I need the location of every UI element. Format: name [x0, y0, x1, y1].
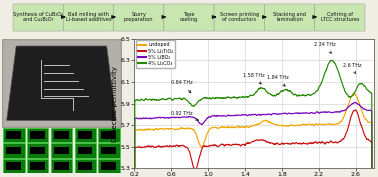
FancyBboxPatch shape [164, 4, 214, 31]
Text: 0.92 THz: 0.92 THz [171, 111, 198, 120]
Text: 0.84 THz: 0.84 THz [171, 80, 193, 93]
FancyBboxPatch shape [74, 159, 96, 173]
FancyBboxPatch shape [6, 131, 21, 139]
FancyBboxPatch shape [74, 128, 96, 142]
FancyBboxPatch shape [54, 131, 68, 139]
FancyBboxPatch shape [265, 4, 314, 31]
FancyBboxPatch shape [101, 147, 116, 154]
undoped [313, 123, 317, 125]
4% Li₂CO₃ [313, 92, 317, 94]
FancyBboxPatch shape [101, 131, 116, 139]
FancyBboxPatch shape [98, 128, 120, 142]
FancyBboxPatch shape [98, 159, 120, 173]
Text: 1.58 THz: 1.58 THz [243, 73, 265, 84]
undoped [147, 128, 151, 130]
FancyBboxPatch shape [77, 131, 92, 139]
FancyBboxPatch shape [6, 162, 21, 170]
Text: Slurry
preparation: Slurry preparation [124, 12, 153, 22]
Text: 1.84 THz: 1.84 THz [267, 75, 289, 86]
FancyBboxPatch shape [101, 162, 116, 170]
FancyBboxPatch shape [27, 159, 48, 173]
5% Li₂TiO₄ [337, 140, 342, 142]
FancyBboxPatch shape [63, 4, 113, 31]
FancyBboxPatch shape [30, 162, 45, 170]
4% Li₂CO₃ [329, 59, 334, 61]
undoped [337, 121, 342, 124]
FancyBboxPatch shape [3, 128, 25, 142]
5% Li₂TiO₄ [276, 144, 281, 146]
Text: 2.6 THz: 2.6 THz [343, 63, 361, 74]
5% Li₂TiO₄ [353, 109, 358, 111]
FancyBboxPatch shape [51, 159, 72, 173]
FancyBboxPatch shape [54, 147, 68, 154]
5% Li₂TiO₄ [147, 146, 151, 148]
FancyBboxPatch shape [30, 131, 45, 139]
FancyBboxPatch shape [51, 143, 72, 158]
undoped [284, 125, 288, 127]
FancyBboxPatch shape [113, 4, 164, 31]
Y-axis label: Dielectric permittivity: Dielectric permittivity [112, 65, 118, 142]
5% LiBO₂ [284, 112, 288, 114]
Text: Ball milling with
Li-based additives: Ball milling with Li-based additives [66, 12, 111, 22]
FancyBboxPatch shape [314, 4, 365, 31]
4% Li₂CO₃ [147, 98, 151, 101]
FancyBboxPatch shape [74, 143, 96, 158]
5% LiBO₂ [352, 101, 357, 104]
5% LiBO₂ [276, 113, 281, 115]
5% LiBO₂ [337, 111, 342, 113]
FancyBboxPatch shape [27, 128, 48, 142]
FancyBboxPatch shape [54, 162, 68, 170]
5% LiBO₂ [147, 117, 151, 119]
4% Li₂CO₃ [270, 94, 275, 96]
FancyBboxPatch shape [27, 143, 48, 158]
undoped [351, 92, 356, 94]
4% Li₂CO₃ [284, 89, 288, 91]
FancyBboxPatch shape [3, 143, 25, 158]
Line: undoped: undoped [134, 93, 372, 177]
Line: 5% LiBO₂: 5% LiBO₂ [134, 102, 372, 177]
Legend: undoped, 5% Li₂TiO₄, 5% LiBO₂, 4% Li₂CO₃: undoped, 5% Li₂TiO₄, 5% LiBO₂, 4% Li₂CO₃ [136, 40, 175, 68]
Polygon shape [7, 46, 116, 120]
FancyBboxPatch shape [98, 143, 120, 158]
undoped [270, 122, 275, 125]
Text: Synthesis of CuB₂O₄
and Cu₄B₂O₇: Synthesis of CuB₂O₄ and Cu₄B₂O₇ [13, 12, 63, 22]
FancyBboxPatch shape [13, 4, 63, 31]
4% Li₂CO₃ [337, 74, 342, 76]
Text: Tape
casting: Tape casting [180, 12, 198, 22]
5% Li₂TiO₄ [270, 142, 275, 144]
5% LiBO₂ [313, 112, 317, 115]
FancyBboxPatch shape [77, 162, 92, 170]
FancyBboxPatch shape [51, 128, 72, 142]
FancyBboxPatch shape [214, 4, 265, 31]
Text: Cofiring of
LTCC structures: Cofiring of LTCC structures [321, 12, 359, 22]
Line: 4% Li₂CO₃: 4% Li₂CO₃ [134, 60, 372, 177]
Text: Stacking and
lamination: Stacking and lamination [273, 12, 306, 22]
Line: 5% Li₂TiO₄: 5% Li₂TiO₄ [134, 110, 372, 177]
FancyBboxPatch shape [6, 147, 21, 154]
undoped [276, 124, 281, 127]
FancyBboxPatch shape [3, 159, 25, 173]
FancyBboxPatch shape [77, 147, 92, 154]
FancyBboxPatch shape [30, 147, 45, 154]
5% Li₂TiO₄ [313, 141, 317, 143]
Text: 2.34 THz: 2.34 THz [314, 42, 336, 53]
5% LiBO₂ [270, 113, 275, 115]
Text: Screen printing
of conductors: Screen printing of conductors [220, 12, 259, 22]
5% Li₂TiO₄ [284, 142, 288, 144]
4% Li₂CO₃ [276, 93, 281, 95]
